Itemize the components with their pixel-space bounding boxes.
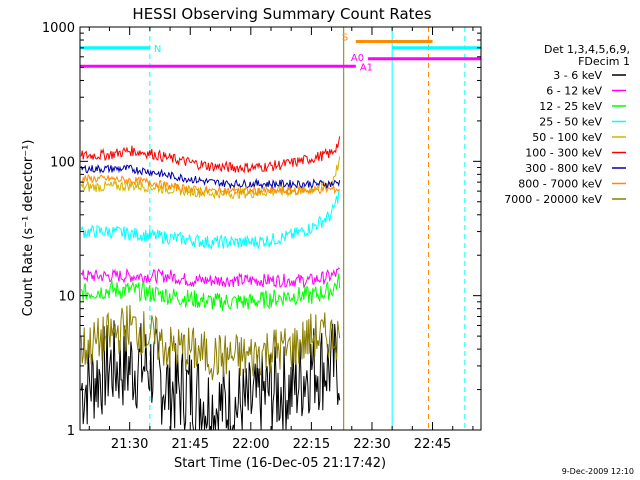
series-line-2 — [80, 267, 340, 289]
legend-label: 100 - 300 keV — [525, 147, 602, 160]
legend-label: 12 - 25 keV — [539, 100, 602, 113]
series-line-6 — [80, 136, 341, 174]
x-tick-label: 21:45 — [172, 437, 209, 452]
x-tick-label: 22:15 — [293, 437, 330, 452]
series-line-7 — [80, 164, 341, 190]
legend-label: 25 - 50 keV — [539, 116, 602, 129]
y-tick-label: 1 — [67, 424, 75, 439]
y-tick-label: 1000 — [42, 21, 75, 36]
legend-label: 800 - 7000 keV — [518, 178, 602, 191]
chart-title: HESSI Observing Summary Count Rates — [132, 5, 431, 23]
legend-label: 300 - 800 keV — [525, 162, 602, 175]
flag-label-a1: A1 — [360, 62, 373, 73]
plot-area — [79, 26, 482, 431]
legend-label: 7000 - 20000 keV — [504, 193, 602, 206]
x-axis-label: Start Time (16-Dec-05 21:17:42) — [174, 456, 386, 471]
y-tick-label: 10 — [58, 290, 75, 305]
legend-header: FDecim 1 — [578, 55, 630, 68]
legend-label: 50 - 100 keV — [532, 131, 602, 144]
x-tick-label: 22:30 — [353, 437, 390, 452]
legend-label: 3 - 6 keV — [553, 69, 602, 82]
series-line-8 — [80, 173, 341, 197]
series-line-9 — [80, 304, 341, 381]
x-tick-label: 21:30 — [111, 437, 148, 452]
series-line-3 — [80, 273, 341, 311]
timestamp: 9-Dec-2009 12:10 — [562, 467, 634, 476]
flag-label-n: N — [154, 44, 161, 55]
y-tick-label: 100 — [50, 155, 75, 170]
flag-label-s: S — [342, 32, 348, 43]
x-tick-label: 22:00 — [232, 437, 269, 452]
legend: Det 1,3,4,5,6,9,FDecim 13 - 6 keV 6 - 12 … — [504, 43, 630, 206]
flag-label-a0: A0 — [351, 53, 364, 64]
legend-header: Det 1,3,4,5,6,9, — [544, 43, 630, 56]
x-tick-label: 22:45 — [414, 437, 451, 452]
legend-label: 6 - 12 keV — [546, 85, 602, 98]
series-line-4 — [80, 188, 341, 250]
y-axis-label: Count Rate (s⁻¹ detector⁻¹) — [21, 140, 36, 317]
